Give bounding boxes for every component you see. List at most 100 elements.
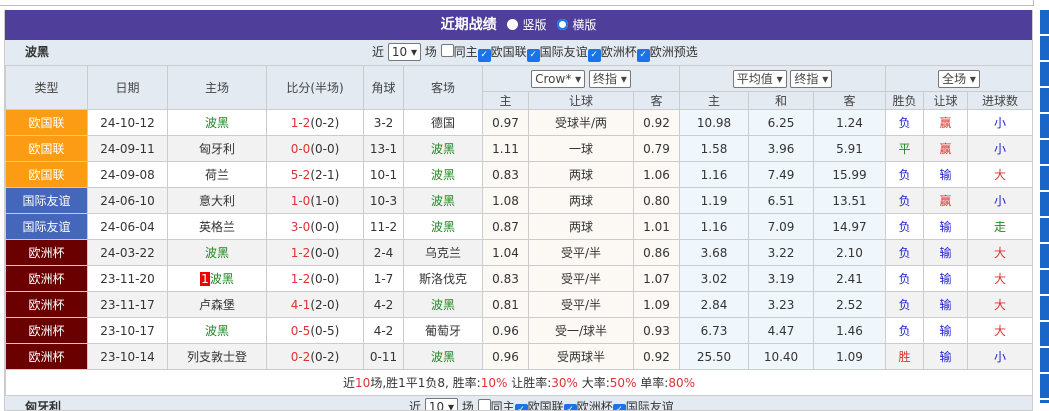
handicap-away-odds-text: 0.92 (643, 115, 670, 130)
result-text: 负 (898, 168, 911, 182)
away-team-text: 乌克兰 (424, 246, 461, 260)
half-score: (0-2) (310, 115, 340, 130)
odds-draw: 3.96 (748, 135, 815, 162)
result-text: 负 (898, 298, 911, 312)
same-home-checkbox[interactable] (477, 399, 491, 410)
match-date-text: 23-11-20 (100, 271, 155, 286)
avg-select[interactable]: 平均值 ▾ (732, 69, 787, 88)
league-label: 国际友谊 (625, 400, 674, 410)
half-score: (0-0) (310, 245, 340, 260)
side-scroll-strip[interactable] (1040, 10, 1049, 403)
table-row[interactable]: 欧洲杯 23-11-20 1波黑 1-2(0-0) 1-7 斯洛伐克 0.83 受平/半 1.0… (5, 265, 1034, 292)
next-team-filter: 匈牙利 近 10 ▾ 场 同主 ✓ 欧国联 ✓ 欧洲杯 ✓ 国际友谊 (5, 396, 1032, 410)
odds-draw: 7.09 (748, 213, 815, 240)
away-team: 葡萄牙 (403, 317, 483, 344)
handicap-away-odds-text: 1.07 (643, 271, 670, 286)
table-row[interactable]: 欧洲杯 24-03-22 波黑 1-2(0-0) 2-4 乌克兰 1.04 受平/半 0.86 3… (5, 239, 1034, 266)
match-date: 23-11-20 (87, 265, 168, 292)
handicap-result-text: 输 (939, 272, 952, 286)
league-checkbox[interactable]: ✓ (587, 49, 601, 62)
odds-away: 2.10 (813, 239, 887, 266)
radio-vertical[interactable] (507, 19, 519, 30)
table-row[interactable]: 国际友谊 24-06-04 英格兰 3-0(0-0) 11-2 波黑 0.87 两球 1.01 1… (5, 213, 1034, 240)
handicap-home-odds: 1.08 (482, 187, 529, 214)
full-score: 5-2 (290, 167, 311, 182)
table-row[interactable]: 欧国联 24-09-11 匈牙利 0-0(0-0) 13-1 波黑 1.11 一球 0.79 1.… (5, 135, 1034, 162)
league-checkbox[interactable]: ✓ (636, 49, 650, 62)
same-home-checkbox[interactable] (440, 44, 454, 57)
handicap-away-odds: 0.92 (632, 109, 681, 136)
away-team-text: 波黑 (430, 298, 455, 312)
league-checkbox[interactable]: ✓ (514, 404, 528, 410)
avg-kind-select[interactable]: 终指 ▾ (790, 69, 833, 88)
goals-result: 小 (967, 109, 1034, 136)
company-value: Crow* (535, 71, 572, 86)
match-type: 欧洲杯 (5, 291, 88, 318)
table-row[interactable]: 国际友谊 24-06-10 意大利 1-0(1-0) 10-3 波黑 1.08 两球 0.80 1… (5, 187, 1034, 214)
handicap-home-odds: 0.96 (482, 343, 529, 370)
result-text: 负 (898, 220, 911, 234)
summary-text: 场,胜1平1负8, 胜率: (370, 376, 481, 390)
table-row[interactable]: 欧洲杯 23-10-14 列支敦士登 0-2(0-2) 0-11 波黑 0.96 受两球半 0.… (5, 343, 1034, 370)
subcol: 主 (679, 91, 750, 110)
league-checkbox[interactable]: ✓ (612, 404, 626, 410)
odds-home: 10.98 (679, 109, 750, 136)
count-select[interactable]: 10 ▾ (387, 43, 421, 61)
odds-away-text: 2.10 (836, 245, 863, 260)
handicap-kind-select[interactable]: 终指 ▾ (589, 69, 631, 88)
radio-horizontal[interactable] (557, 19, 569, 30)
handicap-win-rate: 30% (551, 376, 578, 390)
odds-draw-text: 10.40 (763, 349, 799, 364)
odds-away: 1.24 (813, 109, 887, 136)
match-date-text: 23-10-14 (100, 349, 155, 364)
league-checkbox[interactable]: ✓ (477, 49, 491, 62)
handicap-line: 受一/球半 (528, 317, 634, 344)
odds-away: 2.41 (813, 265, 887, 292)
goals-result: 大 (967, 291, 1034, 318)
handicap-home-odds: 0.83 (482, 265, 529, 292)
table-row[interactable]: 欧洲杯 23-10-17 波黑 0-5(0-5) 4-2 葡萄牙 0.96 受一/球半 0.93… (5, 317, 1034, 344)
corner-score-text: 13-1 (369, 141, 398, 156)
full-score: 1-2 (290, 245, 311, 260)
odds-home: 3.68 (679, 239, 750, 266)
odds-home-text: 6.73 (700, 323, 728, 338)
league-checkbox[interactable]: ✓ (563, 404, 577, 410)
corner-score-text: 0-11 (369, 349, 398, 364)
handicap-line: 两球 (528, 213, 634, 240)
next-team-name: 匈牙利 (25, 400, 62, 410)
summary-text: 单率: (636, 376, 669, 390)
same-home-label: 同主 (490, 400, 515, 410)
top-border (0, 0, 1034, 6)
table-row[interactable]: 欧国联 24-09-08 荷兰 5-2(2-1) 10-1 波黑 0.83 两球 1.06 1.1… (5, 161, 1034, 188)
filter-bar: 波黑 近 10 ▾ 场 同主 ✓ 欧国联 ✓ 国际友谊 ✓ 欧洲杯 ✓ 欧洲预选 (5, 40, 1032, 65)
match-date: 24-03-22 (87, 239, 168, 266)
home-team-text: 波黑 (204, 246, 229, 260)
col-away: 客场 (403, 65, 483, 110)
home-team-text: 英格兰 (198, 220, 235, 234)
count-select[interactable]: 10 ▾ (424, 398, 458, 410)
goals-result-text: 大 (994, 246, 1007, 260)
goals-result: 大 (967, 265, 1034, 292)
goals-result-text: 大 (994, 168, 1007, 182)
summary: 近10场,胜1平1负8, 胜率:10% 让胜率:30% 大率:50% 单率:80… (4, 369, 1034, 396)
goals-result: 大 (967, 239, 1034, 266)
match-type: 国际友谊 (5, 187, 88, 214)
company-select[interactable]: Crow* ▾ (531, 69, 586, 88)
odds-draw-text: 6.51 (767, 193, 795, 208)
col-date: 日期 (87, 65, 168, 110)
handicap-line-text: 受一/球半 (554, 324, 608, 338)
result-text: 胜 (898, 350, 911, 364)
table-row[interactable]: 欧国联 24-10-12 波黑 1-2(0-2) 3-2 德国 0.97 受球半/两 0.92 1… (5, 109, 1034, 136)
corner-score: 2-4 (363, 239, 404, 266)
match-type: 欧洲杯 (5, 343, 88, 370)
odds-away-text: 2.52 (836, 297, 863, 312)
odds-draw: 4.47 (748, 317, 815, 344)
result: 负 (885, 265, 925, 292)
handicap-away-odds-text: 1.06 (643, 167, 670, 182)
table-row[interactable]: 欧洲杯 23-11-17 卢森堡 4-1(2-0) 4-2 波黑 0.81 受平/半 1.09 2… (5, 291, 1034, 318)
odds-draw-text: 3.22 (767, 245, 795, 260)
goals-result-text: 大 (994, 324, 1007, 338)
match-type: 欧国联 (5, 135, 88, 162)
league-checkbox[interactable]: ✓ (526, 49, 540, 62)
scope-select[interactable]: 全场 ▾ (938, 69, 980, 88)
